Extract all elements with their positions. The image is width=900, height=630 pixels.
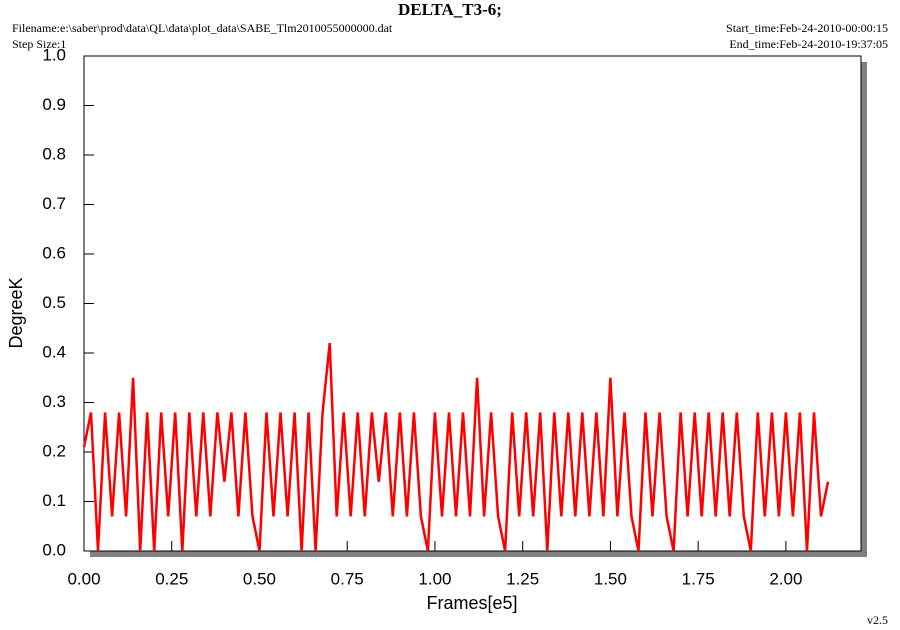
y-axis-label: DegreeK	[6, 277, 26, 348]
filename: Filename:e:\saber\prod\data\QL\data\plot…	[12, 21, 393, 35]
version: v2.5	[867, 613, 888, 627]
x-tick-label: 2.00	[769, 569, 802, 588]
x-tick-label: 1.00	[418, 569, 451, 588]
x-tick-label: 0.00	[67, 569, 100, 588]
x-tick-label: 0.50	[243, 569, 276, 588]
y-tick-label: 0.7	[42, 194, 66, 213]
y-tick-label: 0.2	[42, 441, 66, 460]
y-tick-label: 0.4	[42, 342, 66, 361]
step-size: Step Size:1	[12, 37, 66, 51]
y-tick-label: 0.1	[42, 491, 66, 510]
x-tick-label: 1.25	[506, 569, 539, 588]
y-tick-label: 1.0	[42, 45, 66, 64]
y-tick-label: 0.6	[42, 243, 66, 262]
start-time: Start_time:Feb-24-2010-00:00:15	[726, 21, 888, 35]
y-tick-label: 0.8	[42, 144, 66, 163]
x-tick-label: 0.75	[331, 569, 364, 588]
y-tick-label: 0.5	[42, 293, 66, 312]
y-tick-label: 0.0	[42, 540, 66, 559]
y-tick-label: 0.3	[42, 392, 66, 411]
x-axis-label: Frames[e5]	[426, 593, 517, 613]
x-tick-label: 1.75	[682, 569, 715, 588]
y-tick-label: 0.9	[42, 95, 66, 114]
end-time: End_time:Feb-24-2010-19:37:05	[729, 37, 888, 51]
data-line	[82, 342, 830, 552]
x-tick-label: 0.25	[155, 569, 188, 588]
x-tick-label: 1.50	[594, 569, 627, 588]
chart-title: DELTA_T3-6;	[398, 0, 502, 19]
